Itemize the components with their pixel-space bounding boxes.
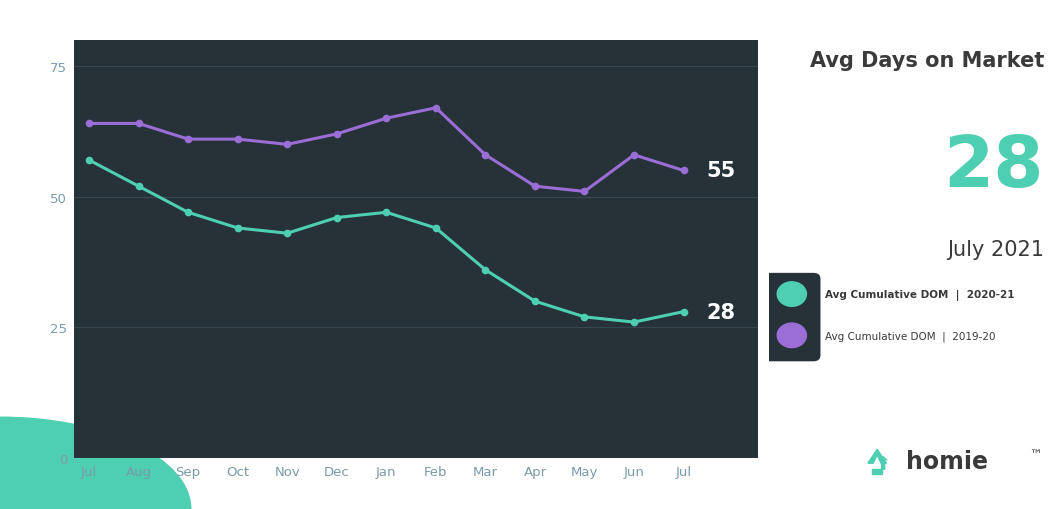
- Text: 28: 28: [706, 302, 735, 322]
- Text: 55: 55: [706, 161, 736, 181]
- Text: Avg Cumulative DOM  |  2019-20: Avg Cumulative DOM | 2019-20: [825, 330, 995, 341]
- Polygon shape: [871, 469, 882, 474]
- Circle shape: [777, 282, 807, 307]
- FancyBboxPatch shape: [763, 273, 820, 361]
- Text: ™: ™: [1029, 448, 1042, 461]
- Polygon shape: [868, 449, 886, 463]
- Text: homie: homie: [906, 449, 988, 473]
- Text: ⬆: ⬆: [874, 455, 891, 473]
- Text: 28: 28: [943, 132, 1044, 201]
- Text: Avg Cumulative DOM  |  2020-21: Avg Cumulative DOM | 2020-21: [825, 289, 1014, 300]
- Text: Avg Days on Market: Avg Days on Market: [810, 51, 1044, 71]
- Text: July 2021: July 2021: [947, 239, 1044, 259]
- Circle shape: [777, 323, 807, 348]
